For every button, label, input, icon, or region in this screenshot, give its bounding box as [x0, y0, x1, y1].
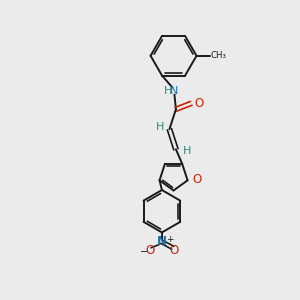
Text: O: O [192, 173, 202, 186]
Text: H: H [164, 86, 172, 96]
Text: +: + [166, 235, 173, 244]
Text: CH₃: CH₃ [211, 51, 227, 60]
Text: H: H [156, 122, 164, 132]
Text: −: − [140, 247, 148, 256]
Text: N: N [170, 86, 178, 96]
Text: N: N [157, 236, 167, 248]
Text: O: O [170, 244, 179, 256]
Text: O: O [145, 244, 154, 256]
Text: O: O [194, 97, 203, 110]
Text: H: H [182, 146, 191, 156]
